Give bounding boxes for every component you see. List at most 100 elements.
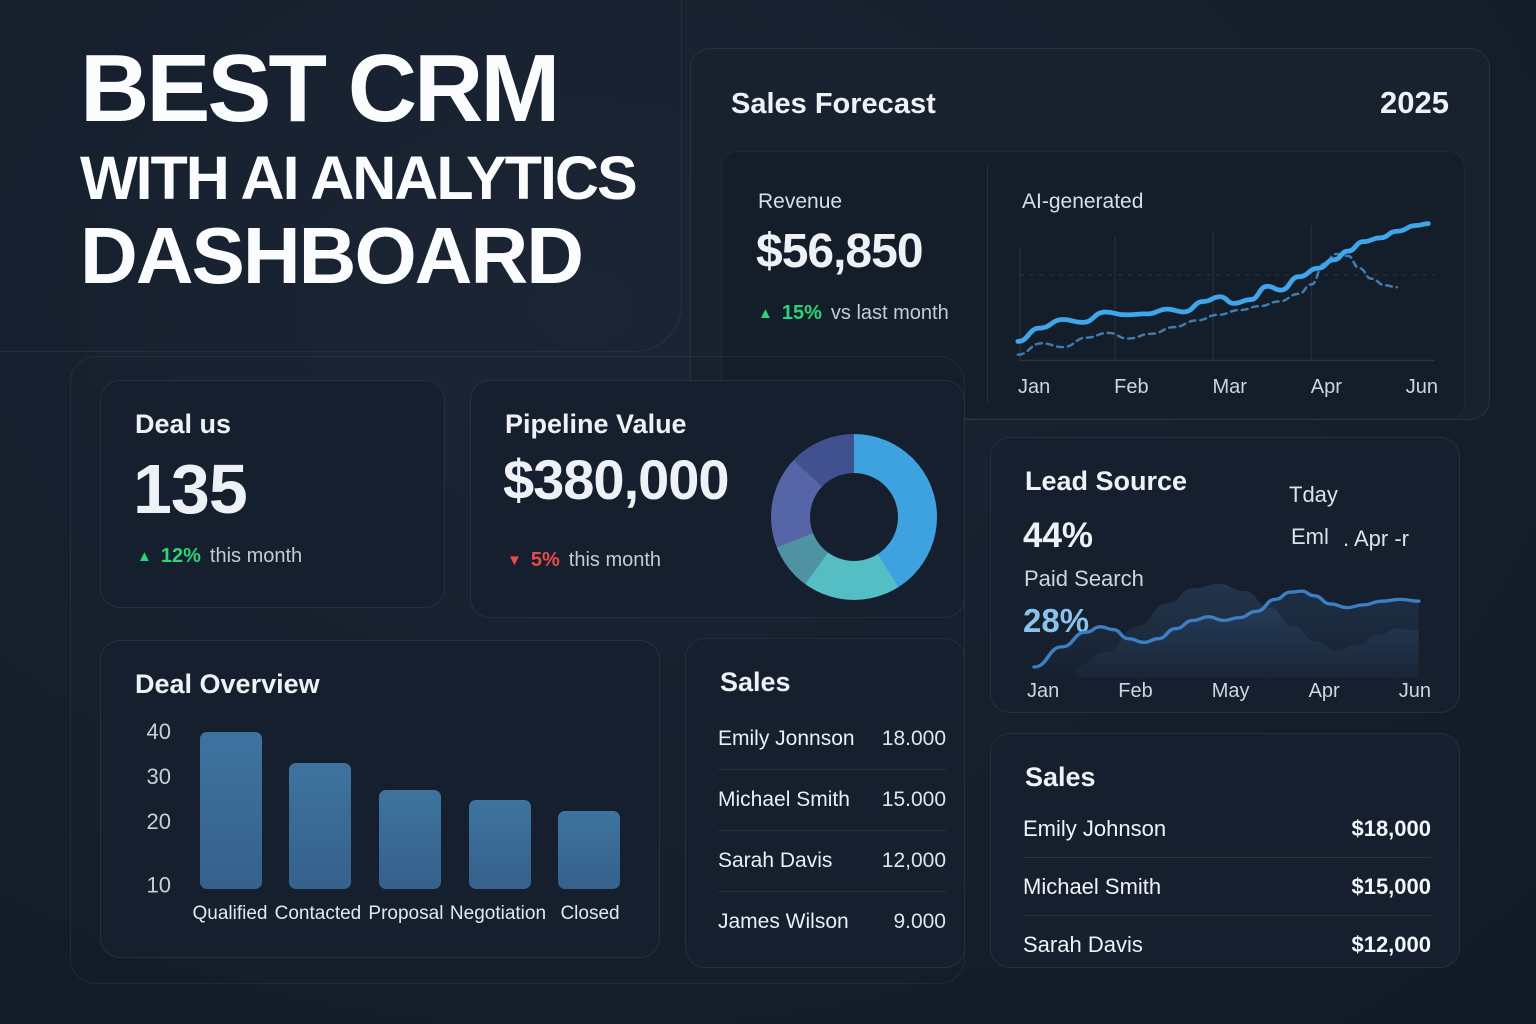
- sales-person-name: Michael Smith: [718, 788, 850, 811]
- lead-source-primary-label: Paid Search: [1024, 566, 1144, 591]
- bar-qualified: [199, 732, 262, 889]
- deal-status-title: Deal us: [135, 409, 232, 439]
- x-tick: Mar: [1212, 376, 1247, 398]
- forecast-divider: [987, 166, 988, 404]
- revenue-value: $56,850: [756, 225, 924, 278]
- sales-summary-title: Sales: [1025, 762, 1096, 792]
- sales-person-name: Sarah Davis: [1023, 931, 1143, 957]
- x-tick: Apr: [1308, 680, 1340, 702]
- lead-chart-svg: [1032, 583, 1421, 678]
- x-tick: Proposal: [368, 903, 444, 924]
- revenue-delta-pct: 15%: [781, 302, 822, 324]
- pipeline-title: Pipeline Value: [505, 409, 687, 439]
- x-tick: Feb: [1114, 376, 1149, 398]
- revenue-label: Revenue: [758, 190, 843, 213]
- deal-status-delta-text: this month: [209, 545, 303, 567]
- forecast-inner-card: Revenue $56,850 ▲ 15% vs last month AI-g…: [721, 151, 1465, 419]
- lead-source-annotation: Tday: [1289, 482, 1338, 507]
- sales-summary-card: Sales Emily Johnson $18,000 Michael Smit…: [990, 733, 1460, 968]
- pipeline-delta-pct: 5%: [530, 549, 560, 571]
- title-panel-outline: [0, 0, 682, 352]
- page-title: BEST CRM WITH AI ANALYTICS DASHBOARD: [80, 40, 638, 300]
- lead-area-fill: [1034, 591, 1419, 678]
- lead-source-card: Lead Source 44% Paid Search 28% Tday Eml…: [990, 437, 1460, 713]
- lead-line-series: [1032, 589, 1421, 669]
- deal-overview-y-axis: 40 30 20 10: [131, 721, 171, 897]
- x-tick: Contacted: [274, 903, 362, 924]
- deal-overview-title: Deal Overview: [135, 669, 320, 699]
- deal-status-card: Deal us 135 ▲ 12% this month: [100, 380, 445, 608]
- y-tick: 40: [146, 719, 171, 744]
- sales-row: Sarah Davis $12,000: [1023, 915, 1431, 973]
- sales-amount: $12,000: [1351, 931, 1431, 957]
- y-tick: 30: [146, 764, 171, 789]
- x-tick: Jan: [1018, 376, 1051, 398]
- sales-amount: 18.000: [881, 727, 946, 750]
- forecast-year-label: 2025: [1380, 85, 1449, 120]
- lead-source-primary-pct: 44%: [1023, 516, 1094, 555]
- sales-row: Emily Johnson $18,000: [1023, 800, 1431, 857]
- triangle-up-icon: ▲: [137, 548, 152, 565]
- sales-row: Emily Jonnson 18.000: [718, 709, 946, 769]
- lead-source-title: Lead Source: [1025, 466, 1188, 496]
- lead-source-x-axis: Jan Feb May Apr Jun: [1027, 680, 1431, 703]
- x-tick: Qualified: [192, 903, 268, 924]
- sales-amount: $15,000: [1351, 873, 1431, 899]
- revenue-delta-text: vs last month: [830, 302, 949, 324]
- sales-list-rows: Emily Jonnson 18.000 Michael Smith 15.00…: [718, 709, 946, 952]
- sales-row: James Wilson 9.000: [718, 891, 946, 952]
- lead-source-area-chart: [1029, 550, 1429, 678]
- forecast-solid-series: [1015, 221, 1431, 344]
- bar-proposal: [378, 789, 441, 889]
- x-tick: Apr: [1310, 376, 1342, 398]
- sales-person-name: James Wilson: [718, 910, 849, 933]
- sales-summary-rows: Emily Johnson $18,000 Michael Smith $15,…: [1023, 800, 1431, 973]
- deal-overview-x-axis: Qualified Contacted Proposal Negotiation…: [186, 903, 634, 925]
- forecast-x-axis: Jan Feb Mar Apr Jun: [1018, 376, 1438, 399]
- x-tick: Feb: [1118, 680, 1153, 702]
- x-tick: Closed: [560, 903, 620, 924]
- sales-person-name: Sarah Davis: [718, 849, 833, 872]
- forecast-chart-svg: [1015, 221, 1435, 362]
- donut-hole: [810, 473, 898, 561]
- x-tick: May: [1211, 680, 1250, 702]
- sales-forecast-panel: Sales Forecast 2025 Revenue $56,850 ▲ 15…: [690, 48, 1490, 420]
- sales-list-card: Sales Emily Jonnson 18.000 Michael Smith…: [685, 638, 965, 968]
- page-title-line3: DASHBOARD: [80, 210, 584, 300]
- sales-amount: 15.000: [881, 788, 946, 811]
- x-tick: Negotiation: [449, 903, 547, 924]
- forecast-line-chart: [1012, 216, 1444, 368]
- x-tick: Jun: [1398, 680, 1431, 702]
- sales-forecast-title: Sales Forecast: [731, 88, 936, 120]
- ai-generated-label: AI-generated: [1022, 190, 1144, 213]
- pipeline-value-card: Pipeline Value $380,000 ▼ 5% this month: [470, 380, 965, 618]
- bar-negotiation: [468, 800, 531, 889]
- deal-status-value: 135: [133, 450, 248, 528]
- forecast-dashed-series: [1016, 252, 1399, 356]
- sales-row: Michael Smith $15,000: [1023, 857, 1431, 915]
- lead-source-annotation: Eml: [1291, 524, 1329, 549]
- lead-source-annotation: . Apr -r: [1343, 526, 1410, 551]
- revenue-delta: ▲ 15% vs last month: [758, 302, 949, 325]
- x-tick: Jan: [1027, 680, 1060, 702]
- sales-person-name: Emily Johnson: [1023, 815, 1167, 841]
- pipeline-delta: ▼ 5% this month: [507, 549, 661, 572]
- deal-overview-card: Deal Overview 40 30 20 10 Qualified Cont…: [100, 640, 660, 958]
- sales-amount: $18,000: [1351, 815, 1431, 841]
- sales-row: Michael Smith 15.000: [718, 769, 946, 830]
- triangle-up-icon: ▲: [758, 305, 773, 322]
- y-tick: 10: [146, 872, 171, 898]
- pipeline-donut-chart: [771, 434, 937, 600]
- sales-amount: 12,000: [881, 849, 946, 872]
- sales-row: Sarah Davis 12,000: [718, 830, 946, 891]
- x-tick: Jun: [1405, 376, 1438, 398]
- sales-person-name: Michael Smith: [1023, 873, 1162, 899]
- sales-amount: 9.000: [893, 910, 946, 933]
- pipeline-delta-text: this month: [568, 549, 662, 571]
- deal-status-delta-pct: 12%: [160, 545, 201, 567]
- sales-person-name: Emily Jonnson: [718, 727, 855, 750]
- bar-closed: [558, 810, 621, 889]
- y-tick: 20: [146, 809, 171, 834]
- page-title-line2: WITH AI ANALYTICS: [80, 143, 638, 212]
